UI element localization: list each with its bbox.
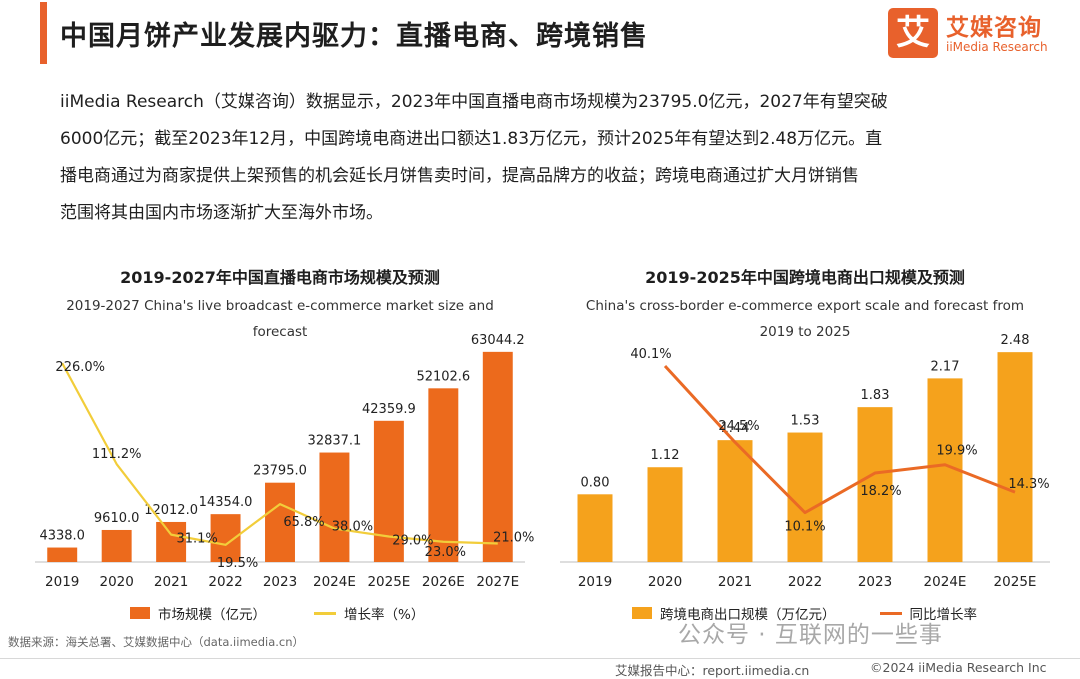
bar — [857, 407, 893, 562]
x-tick-label: 2024E — [313, 574, 356, 590]
legend-label: 跨境电商出口规模（万亿元） — [660, 607, 836, 623]
growth-value-label: 10.1% — [784, 520, 825, 535]
logo-icon: 艾 — [888, 8, 938, 58]
logo-name-cn: 艾媒咨询 — [946, 15, 1042, 41]
legend-line-swatch — [314, 611, 336, 615]
bar-value-label: 0.80 — [581, 475, 610, 490]
growth-value-label: 24.5% — [718, 419, 759, 434]
chart-subtitle-crossborder: China's cross-border e-commerce export s… — [585, 298, 1025, 340]
growth-value-label: 111.2% — [92, 447, 142, 462]
chart-subtitle-live: 2019-2027 China's live broadcast e-comme… — [66, 298, 494, 340]
logo-name-en: iiMedia Research — [946, 40, 1048, 54]
cross-border-chart: 0.8020191.1220201.4420211.5320221.832023… — [560, 333, 1050, 590]
chart-title-crossborder: 2019-2025年中国跨境电商出口规模及预测 — [645, 268, 965, 287]
x-tick-label: 2023 — [858, 574, 892, 590]
growth-value-label: 226.0% — [55, 360, 105, 375]
bar-value-label: 23795.0 — [253, 464, 307, 479]
legend-live: 市场规模（亿元） 增长率（%） — [130, 603, 424, 623]
bar-value-label: 4338.0 — [39, 529, 85, 544]
data-source: 数据来源：海关总署、艾媒数据中心（data.iimedia.cn） — [8, 635, 305, 649]
bar — [319, 452, 350, 562]
legend-label: 同比增长率 — [909, 607, 978, 623]
bar — [577, 494, 613, 562]
bar-value-label: 2.48 — [1001, 333, 1030, 348]
x-tick-label: 2020 — [648, 574, 682, 590]
x-tick-label: 2020 — [99, 574, 133, 590]
growth-line — [663, 364, 1016, 515]
bar-value-label: 1.53 — [791, 414, 820, 429]
x-tick-label: 2022 — [788, 574, 822, 590]
bar — [47, 547, 78, 562]
bar — [265, 482, 295, 562]
bar — [997, 352, 1033, 562]
x-tick-label: 2024E — [924, 574, 967, 590]
growth-value-label: 14.3% — [1008, 477, 1049, 492]
footer-copyright: ©2024 iiMedia Research Inc — [870, 660, 1047, 675]
intro-line: 6000亿元；截至2023年12月，中国跨境电商进出口额达1.83万亿元，预计2… — [60, 129, 883, 149]
growth-value-label: 21.0% — [493, 531, 534, 546]
x-tick-label: 2019 — [45, 574, 79, 590]
x-tick-label: 2023 — [263, 574, 297, 590]
growth-value-label: 40.1% — [630, 347, 671, 362]
x-tick-label: 2022 — [208, 574, 242, 590]
bar-value-label: 14354.0 — [199, 495, 253, 510]
intro-line: 范围将其由国内市场逐渐扩大至海外市场。 — [60, 203, 383, 223]
bar — [787, 432, 823, 562]
bar — [101, 529, 132, 562]
footer-report-link[interactable]: 艾媒报告中心：report.iimedia.cn — [615, 663, 810, 678]
intro-paragraph: iiMedia Research（艾媒咨询）数据显示，2023年中国直播电商市场… — [60, 84, 1045, 232]
growth-value-label: 19.5% — [217, 556, 258, 571]
bar-value-label: 1.83 — [861, 388, 890, 403]
watermark: 公众号 · 互联网的一些事 — [678, 622, 943, 648]
growth-value-label: 31.1% — [176, 532, 217, 547]
x-tick-label: 2021 — [718, 574, 752, 590]
bar-value-label: 52102.6 — [416, 369, 470, 384]
x-tick-label: 2019 — [578, 574, 612, 590]
x-tick-label: 2026E — [422, 574, 465, 590]
bar — [647, 467, 683, 562]
growth-value-label: 29.0% — [392, 533, 433, 548]
x-tick-label: 2027E — [476, 574, 519, 590]
legend-bar-swatch — [632, 607, 652, 619]
page-title: 中国月饼产业发展内驱力：直播电商、跨境销售 — [60, 21, 648, 52]
growth-value-label: 23.0% — [425, 545, 466, 560]
growth-value-label: 18.2% — [860, 484, 901, 499]
bar-value-label: 1.12 — [651, 448, 680, 463]
x-tick-label: 2025E — [367, 574, 410, 590]
bar-value-label: 9610.0 — [94, 511, 140, 526]
title-accent-bar — [40, 2, 47, 64]
legend-label: 市场规模（亿元） — [158, 607, 266, 623]
legend-line-swatch — [879, 611, 902, 615]
bar — [482, 351, 513, 562]
brand-logo: 艾 艾媒咨询 iiMedia Research — [888, 8, 1068, 60]
chart-title-live: 2019-2027年中国直播电商市场规模及预测 — [120, 268, 440, 287]
bar — [717, 440, 753, 562]
bar-value-label: 42359.9 — [362, 402, 416, 417]
live-ecommerce-chart: 4338.0 2019 9610.0 2020 12012.0 2021 14354.0 20… — [35, 333, 534, 590]
bar-value-label: 63044.2 — [471, 333, 525, 348]
footer-divider — [0, 658, 1080, 659]
legend-bar-swatch — [130, 607, 150, 619]
bar-value-label: 12012.0 — [144, 503, 198, 518]
growth-line — [61, 362, 498, 546]
x-tick-label: 2021 — [154, 574, 188, 590]
bar — [428, 388, 459, 562]
growth-value-label: 65.8% — [283, 515, 324, 530]
growth-value-label: 19.9% — [936, 444, 977, 459]
bar-value-label: 32837.1 — [308, 434, 362, 449]
bar-value-label: 2.17 — [931, 359, 960, 374]
bar — [156, 521, 187, 562]
growth-value-label: 38.0% — [332, 520, 373, 535]
legend-label: 增长率（%） — [344, 607, 425, 623]
x-tick-label: 2025E — [994, 574, 1037, 590]
intro-line: iiMedia Research（艾媒咨询）数据显示，2023年中国直播电商市场… — [60, 92, 888, 112]
intro-line: 播电商通过为商家提供上架预售的机会延长月饼售卖时间，提高品牌方的收益；跨境电商通… — [60, 166, 859, 186]
legend-crossborder: 跨境电商出口规模（万亿元） 同比增长率 — [632, 603, 977, 623]
